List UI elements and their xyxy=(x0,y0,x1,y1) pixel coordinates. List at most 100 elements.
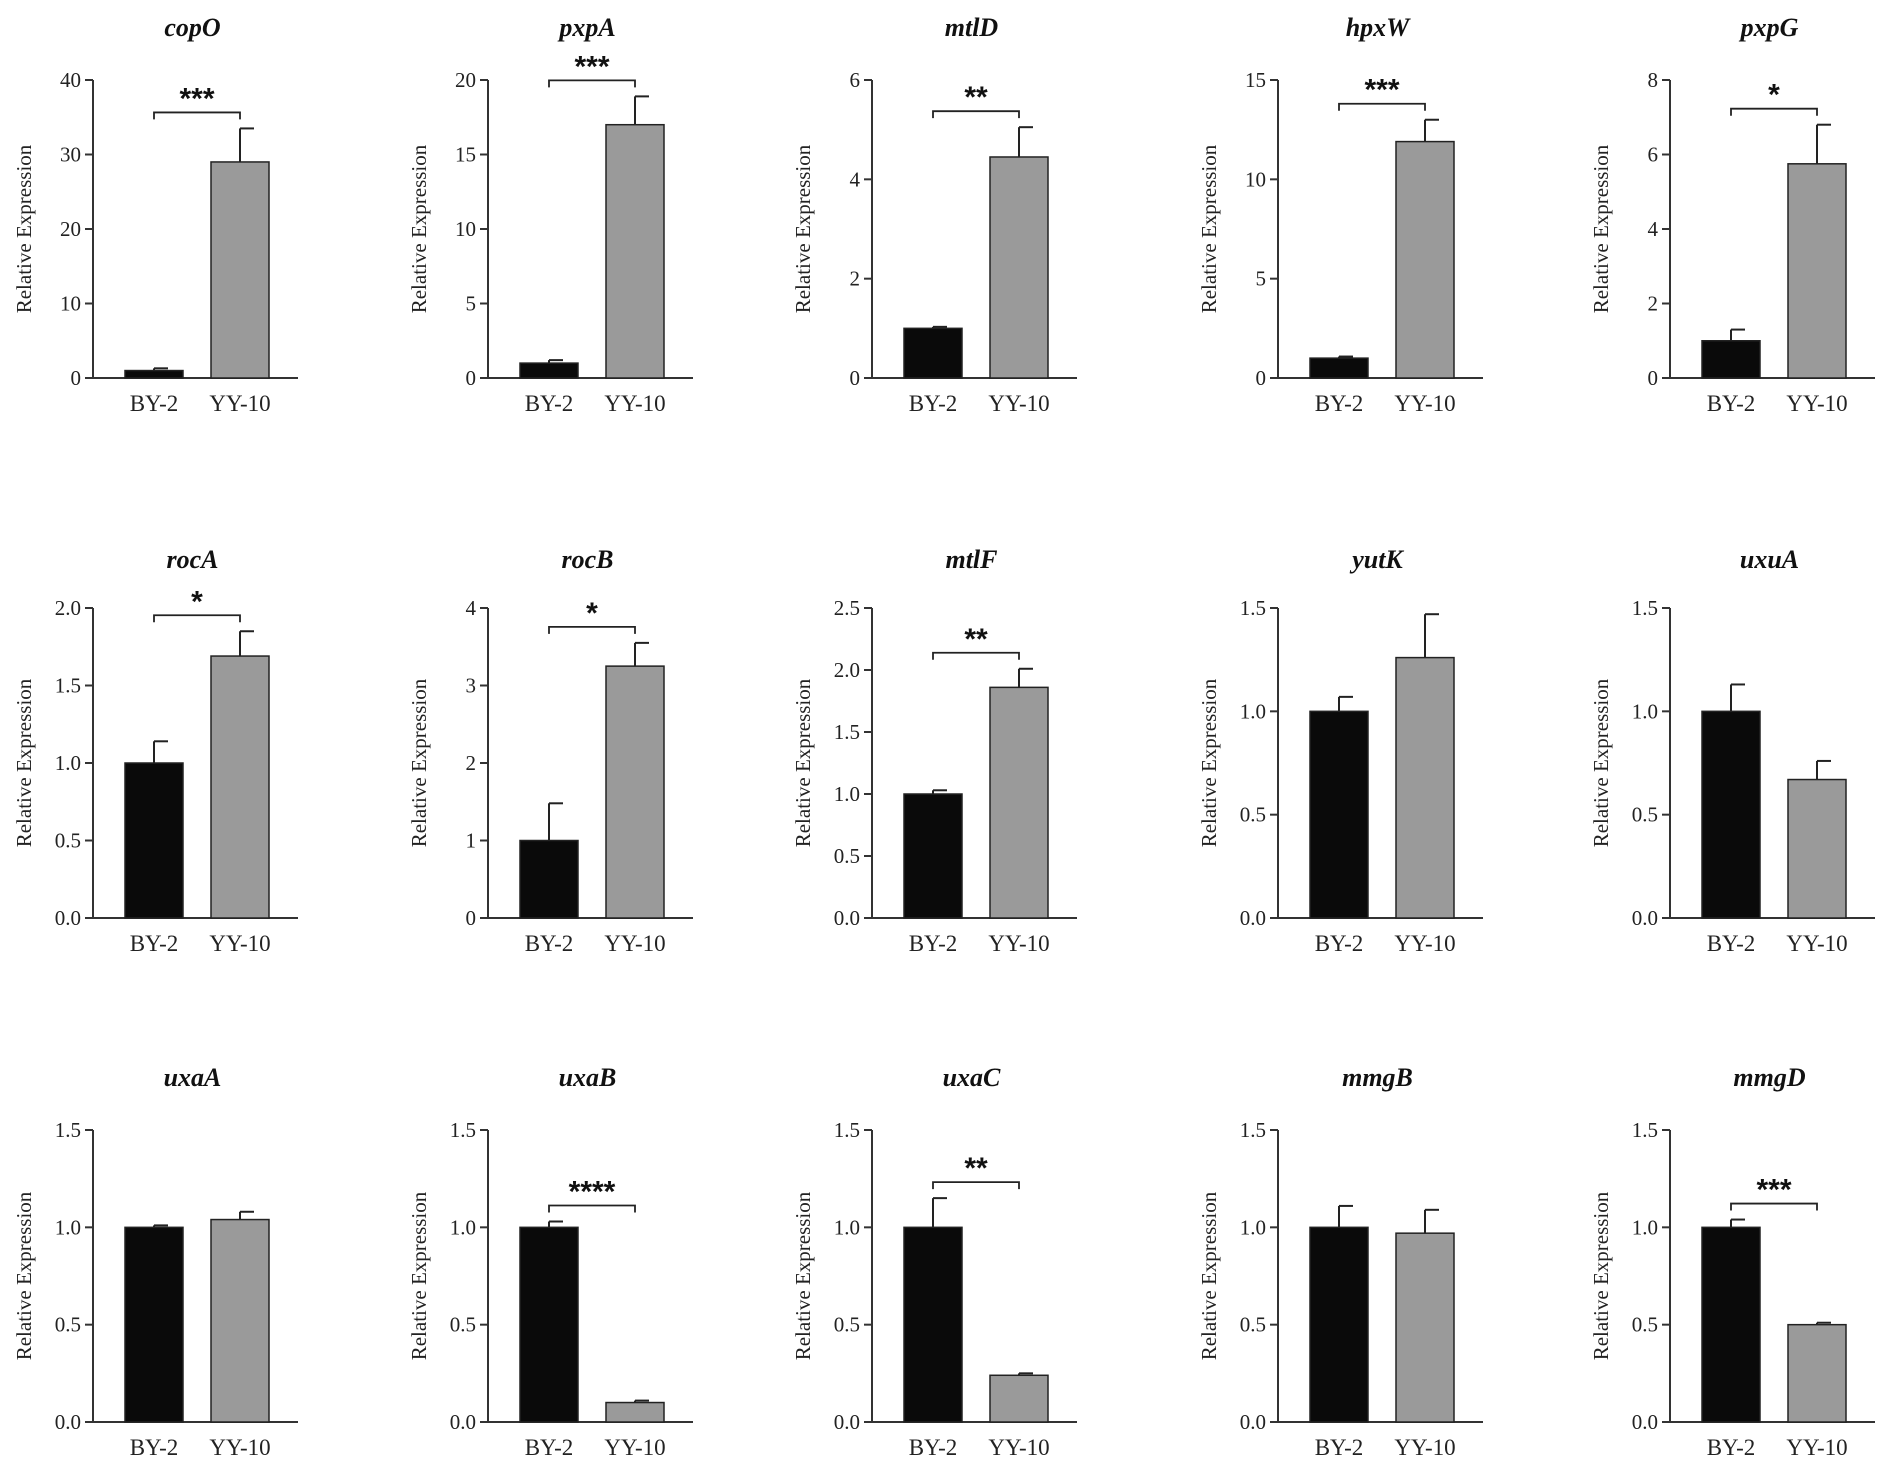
significance-bracket xyxy=(1338,102,1426,111)
y-tick-label: 1.0 xyxy=(834,782,860,806)
x-category-label: BY-2 xyxy=(1315,391,1364,416)
y-axis-label: Relative Expression xyxy=(1197,144,1221,313)
chart-panel-hpxW: hpxW Relative Expression 0 5 10 15 BY-2 YY-10 **… xyxy=(1197,13,1483,416)
x-category-label: YY-10 xyxy=(988,931,1049,956)
bar-BY-2 xyxy=(903,327,963,379)
chart-panel-uxuA: uxuA Relative Expression 0.0 0.5 1.0 1.5 BY-2 Y… xyxy=(1589,545,1875,956)
x-category-label: YY-10 xyxy=(604,1435,665,1460)
bar-BY-2 xyxy=(519,839,579,919)
significance-bracket xyxy=(1730,1202,1818,1211)
y-tick-label: 2.0 xyxy=(55,596,81,620)
y-tick-label: 2.0 xyxy=(834,658,860,682)
y-axis-label: Relative Expression xyxy=(1589,678,1613,847)
y-tick-label: 15 xyxy=(455,143,476,167)
y-tick-label: 10 xyxy=(1245,167,1266,191)
y-tick-label: 0.5 xyxy=(1240,1313,1266,1337)
x-category-label: YY-10 xyxy=(1786,391,1847,416)
x-category-label: YY-10 xyxy=(209,931,270,956)
significance-label: * xyxy=(1768,79,1780,112)
chart-title: mmgD xyxy=(1733,1063,1805,1092)
significance-bracket xyxy=(153,614,241,623)
chart-title: pxpG xyxy=(1739,13,1799,42)
significance-label: ** xyxy=(964,623,988,656)
x-category-label: BY-2 xyxy=(525,1435,574,1460)
bar-YY-10 xyxy=(210,161,270,379)
y-tick-label: 0.5 xyxy=(55,829,81,853)
chart-panel-rocA: rocA Relative Expression 0.0 0.5 1.0 1.5 2.0 BY… xyxy=(12,545,298,956)
y-tick-label: 0 xyxy=(850,366,861,390)
y-tick-label: 0 xyxy=(1256,366,1267,390)
x-category-label: YY-10 xyxy=(988,391,1049,416)
y-axis-label: Relative Expression xyxy=(407,144,431,313)
y-axis-label: Relative Expression xyxy=(791,678,815,847)
y-axis-label: Relative Expression xyxy=(12,678,36,847)
y-tick-label: 1.0 xyxy=(1240,1215,1266,1239)
y-tick-label: 0 xyxy=(71,366,82,390)
bar-YY-10 xyxy=(1787,778,1847,919)
y-axis-label: Relative Expression xyxy=(12,1191,36,1360)
y-axis-label: Relative Expression xyxy=(1197,678,1221,847)
chart-title: uxaB xyxy=(559,1063,617,1092)
significance-label: ** xyxy=(964,1152,988,1185)
y-tick-label: 0.0 xyxy=(834,906,860,930)
y-tick-label: 1.5 xyxy=(1632,1118,1658,1142)
bar-BY-2 xyxy=(1701,710,1761,919)
y-tick-label: 5 xyxy=(1256,267,1267,291)
y-tick-label: 20 xyxy=(60,217,81,241)
y-tick-label: 0.0 xyxy=(834,1410,860,1434)
chart-panel-mtlF: mtlF Relative Expression 0.0 0.5 1.0 1.5 2.0 2.… xyxy=(791,545,1077,956)
y-tick-label: 20 xyxy=(455,68,476,92)
x-category-label: BY-2 xyxy=(909,931,958,956)
x-category-label: BY-2 xyxy=(525,391,574,416)
bar-BY-2 xyxy=(1701,340,1761,379)
y-tick-label: 0.0 xyxy=(450,1410,476,1434)
bar-YY-10 xyxy=(989,156,1049,379)
y-tick-label: 6 xyxy=(1648,143,1659,167)
significance-bracket xyxy=(932,110,1020,119)
y-tick-label: 1.5 xyxy=(834,720,860,744)
chart-panel-yutK: yutK Relative Expression 0.0 0.5 1.0 1.5 BY-2 Y… xyxy=(1197,545,1483,956)
y-tick-label: 0.5 xyxy=(834,1313,860,1337)
chart-panel-mtlD: mtlD Relative Expression 0 2 4 6 BY-2 YY-10 ** xyxy=(791,13,1077,416)
significance-bracket xyxy=(932,1181,1020,1190)
x-category-label: YY-10 xyxy=(1786,931,1847,956)
y-tick-label: 0.5 xyxy=(1632,803,1658,827)
x-category-label: YY-10 xyxy=(1786,1435,1847,1460)
bar-BY-2 xyxy=(1309,357,1369,379)
x-category-label: YY-10 xyxy=(209,1435,270,1460)
chart-panel-mmgB: mmgB Relative Expression 0.0 0.5 1.0 1.5 BY-2 Y… xyxy=(1197,1063,1483,1460)
x-category-label: BY-2 xyxy=(909,391,958,416)
x-category-label: YY-10 xyxy=(1394,1435,1455,1460)
y-tick-label: 2 xyxy=(1648,292,1659,316)
chart-title: hpxW xyxy=(1346,13,1411,42)
chart-panel-copO: copO Relative Expression 0 10 20 30 40 BY-2 YY-1… xyxy=(12,13,298,416)
y-tick-label: 6 xyxy=(850,68,861,92)
y-tick-label: 15 xyxy=(1245,68,1266,92)
y-tick-label: 0 xyxy=(466,906,477,930)
y-tick-label: 4 xyxy=(466,596,477,620)
y-axis-label: Relative Expression xyxy=(1197,1191,1221,1360)
x-category-label: YY-10 xyxy=(209,391,270,416)
y-tick-label: 30 xyxy=(60,143,81,167)
x-category-label: BY-2 xyxy=(1315,931,1364,956)
chart-panel-pxpA: pxpA Relative Expression 0 5 10 15 20 BY-2 YY-10… xyxy=(407,13,693,416)
y-tick-label: 1.0 xyxy=(1632,1215,1658,1239)
bar-YY-10 xyxy=(1395,140,1455,379)
bar-YY-10 xyxy=(605,1401,665,1423)
y-tick-label: 1.0 xyxy=(55,1215,81,1239)
significance-bracket xyxy=(548,1204,636,1213)
significance-bracket xyxy=(548,79,636,88)
bar-YY-10 xyxy=(1395,656,1455,919)
chart-title: rocB xyxy=(562,545,614,574)
bar-YY-10 xyxy=(210,655,270,919)
y-tick-label: 0.5 xyxy=(55,1313,81,1337)
y-tick-label: 0.5 xyxy=(1632,1313,1658,1337)
bar-BY-2 xyxy=(124,762,184,919)
significance-bracket xyxy=(1730,107,1818,116)
significance-label: * xyxy=(586,597,598,630)
significance-label: *** xyxy=(1756,1174,1791,1207)
y-tick-label: 0.0 xyxy=(55,906,81,930)
y-tick-label: 4 xyxy=(850,167,861,191)
bar-YY-10 xyxy=(605,123,665,379)
